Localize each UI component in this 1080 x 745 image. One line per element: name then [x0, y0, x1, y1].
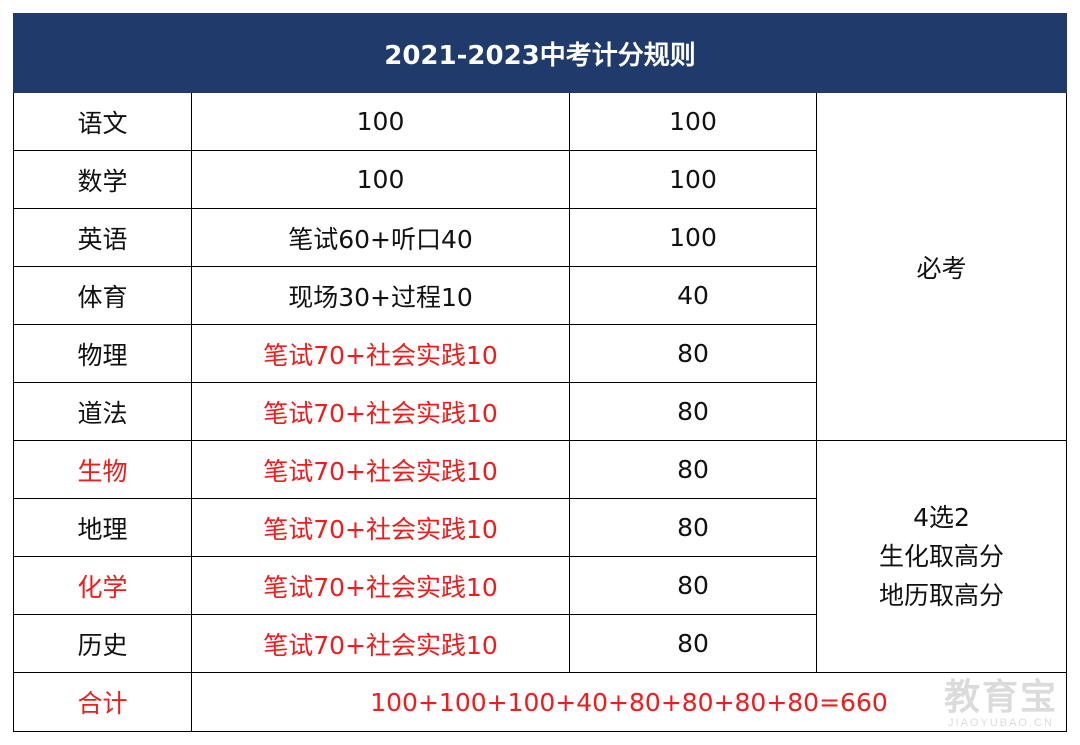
- composition-cell: 笔试70+社会实践10: [191, 614, 570, 673]
- subject-cell: 地理: [13, 498, 192, 557]
- table-row: 道法 笔试70+社会实践10 80: [13, 382, 1067, 441]
- score-cell: 80: [569, 556, 817, 615]
- required-note-cell: 必考: [815, 92, 1068, 441]
- total-label: 合计: [13, 672, 192, 732]
- elective-note-line: 生化取高分: [879, 542, 1005, 571]
- table-title: 2021-2023中考计分规则: [12, 13, 1068, 93]
- subject-cell: 化学: [13, 556, 192, 615]
- subject-cell: 英语: [13, 208, 192, 267]
- table-row: 化学 笔试70+社会实践10 80: [13, 556, 1067, 615]
- table-row: 体育 现场30+过程10 40: [13, 266, 1067, 325]
- score-rules-table: 2021-2023中考计分规则 语文 100 100 必考 数学 100 100…: [12, 13, 1068, 732]
- composition-cell: 笔试70+社会实践10: [191, 324, 570, 383]
- subject-cell: 生物: [13, 440, 192, 499]
- composition-cell: 100: [191, 150, 570, 209]
- composition-cell: 现场30+过程10: [191, 266, 570, 325]
- elective-note-cell: 4选2 生化取高分 地历取高分: [815, 440, 1068, 673]
- subject-cell: 物理: [13, 324, 192, 383]
- table-row: 语文 100 100 必考: [13, 92, 1068, 441]
- table-row: 历史 笔试70+社会实践10 80: [13, 614, 1067, 673]
- score-cell: 100: [569, 208, 817, 267]
- score-cell: 80: [569, 498, 817, 557]
- subject-cell: 体育: [13, 266, 192, 325]
- table-row: 数学 100 100: [13, 150, 1067, 209]
- total-row: 合计 100+100+100+40+80+80+80+80=660: [13, 672, 1068, 732]
- score-cell: 40: [569, 266, 817, 325]
- score-cell: 80: [569, 440, 817, 499]
- table-row: 生物 笔试70+社会实践10 80 4选2 生化取高分 地历取高分: [13, 440, 1068, 673]
- composition-cell: 100: [191, 92, 570, 151]
- table-title-row: 2021-2023中考计分规则: [12, 13, 1068, 93]
- score-cell: 100: [569, 150, 817, 209]
- subject-cell: 历史: [13, 614, 192, 673]
- subject-cell: 语文: [13, 92, 192, 151]
- table-row: 物理 笔试70+社会实践10 80: [13, 324, 1067, 383]
- composition-cell: 笔试70+社会实践10: [191, 556, 570, 615]
- elective-note-line: 地历取高分: [879, 581, 1005, 610]
- total-formula: 100+100+100+40+80+80+80+80=660: [190, 672, 1068, 732]
- subject-cell: 道法: [13, 382, 192, 441]
- score-cell: 80: [569, 324, 817, 383]
- elective-note-line: 4选2: [913, 503, 970, 532]
- composition-cell: 笔试70+社会实践10: [191, 440, 570, 499]
- composition-cell: 笔试70+社会实践10: [191, 498, 570, 557]
- composition-cell: 笔试60+听口40: [191, 208, 570, 267]
- score-cell: 80: [569, 382, 817, 441]
- score-cell: 100: [569, 92, 817, 151]
- composition-cell: 笔试70+社会实践10: [191, 382, 570, 441]
- subject-cell: 数学: [13, 150, 192, 209]
- table-row: 地理 笔试70+社会实践10 80: [13, 498, 1067, 557]
- score-cell: 80: [569, 614, 817, 673]
